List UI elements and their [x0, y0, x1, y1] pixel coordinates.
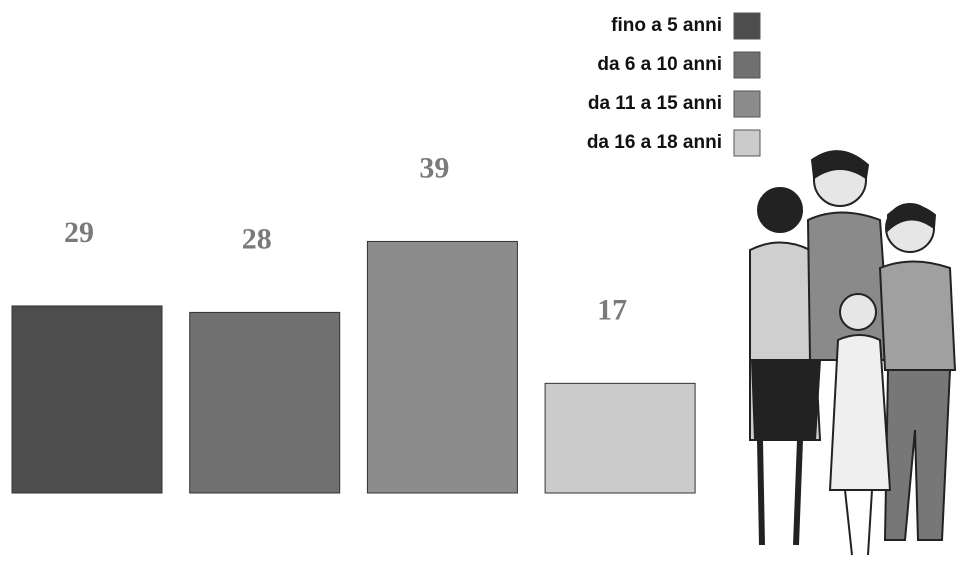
plot-area: 29 28 39 17: [11, 151, 696, 494]
legend-swatch: [733, 90, 761, 118]
value-label: 28: [242, 222, 272, 255]
legend-swatch: [733, 129, 761, 157]
value-label: 17: [597, 293, 627, 326]
legend-label: da 6 a 10 anni: [597, 54, 722, 75]
bar: [11, 305, 163, 494]
bar: [366, 240, 518, 494]
legend-label: fino a 5 anni: [611, 15, 722, 36]
bar: [189, 311, 341, 494]
value-label: 29: [64, 216, 94, 249]
legend-label: da 16 a 18 anni: [587, 132, 722, 153]
legend: fino a 5 anni da 6 a 10 anni da 11 a 15 an…: [587, 12, 761, 157]
legend-swatch: [733, 12, 761, 40]
bar: [544, 382, 696, 494]
legend-swatch: [733, 51, 761, 79]
legend-label: da 11 a 15 anni: [588, 93, 722, 114]
value-label: 39: [419, 151, 449, 184]
family-illustration: [749, 150, 957, 556]
